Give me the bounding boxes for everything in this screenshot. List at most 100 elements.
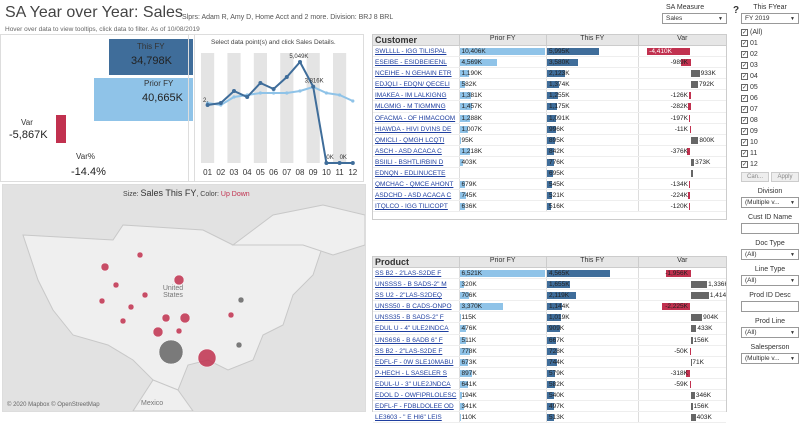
row-label[interactable]: EDNQN - EDLINUCETE bbox=[373, 168, 459, 178]
row-label[interactable]: MLGMIG - M TIGMMNG bbox=[373, 101, 459, 111]
series-point[interactable] bbox=[324, 161, 328, 165]
series-point[interactable] bbox=[325, 91, 328, 94]
row-label[interactable]: ASCH - ASD ACACA C bbox=[373, 146, 459, 156]
month-checkbox[interactable]: ✓12 bbox=[741, 159, 799, 170]
month-checkbox[interactable]: ✓09 bbox=[741, 126, 799, 137]
month-column[interactable] bbox=[254, 53, 267, 163]
salesperson-dropdown[interactable]: (Multiple v...▼ bbox=[741, 353, 799, 364]
measure-dropdown[interactable]: Sales▼ bbox=[662, 13, 727, 24]
month-column[interactable] bbox=[280, 53, 293, 163]
row-label[interactable]: UNSS35 - B SADS-2" F bbox=[373, 312, 459, 322]
row-label[interactable]: ASDCHD - ASD ACACA C bbox=[373, 190, 459, 200]
map-bubble[interactable] bbox=[101, 263, 109, 271]
prodid-input[interactable] bbox=[741, 301, 799, 312]
series-point[interactable] bbox=[285, 91, 288, 94]
series-point[interactable] bbox=[285, 75, 289, 79]
row-label[interactable]: QMCHAC - QMCE AHONT bbox=[373, 179, 459, 189]
series-point[interactable] bbox=[311, 85, 315, 89]
var-bar[interactable] bbox=[56, 115, 66, 143]
series-point[interactable] bbox=[351, 161, 355, 165]
month-checkbox[interactable]: ✓05 bbox=[741, 82, 799, 93]
row-label[interactable]: SS B2 - 2"LAS-S2DE F bbox=[373, 346, 459, 356]
row-label[interactable]: OFACMA - OF HIMACOOM bbox=[373, 113, 459, 123]
map-bubble[interactable] bbox=[162, 314, 170, 322]
doctype-dropdown[interactable]: (All)▼ bbox=[741, 249, 799, 260]
month-checkbox[interactable]: ✓07 bbox=[741, 104, 799, 115]
row-label[interactable]: NCEIHE - N GEHAIN ETR bbox=[373, 68, 459, 78]
map-bubble[interactable] bbox=[174, 275, 184, 285]
row-label[interactable]: QMICLI - QMGH LCQTI bbox=[373, 135, 459, 145]
map-bubble[interactable] bbox=[198, 349, 216, 367]
map-bubble[interactable] bbox=[137, 252, 143, 258]
series-point[interactable] bbox=[351, 99, 354, 102]
custid-input[interactable] bbox=[741, 223, 799, 234]
row-label[interactable]: EDFL-F - FDBLDOLEE OD bbox=[373, 401, 459, 411]
month-checkbox[interactable]: ✓10 bbox=[741, 137, 799, 148]
month-checkbox[interactable]: ✓06 bbox=[741, 93, 799, 104]
month-checkbox[interactable]: ✓11 bbox=[741, 148, 799, 159]
series-point[interactable] bbox=[338, 161, 342, 165]
row-label[interactable]: IMAKEA - IM LALKIGNG bbox=[373, 90, 459, 100]
series-point[interactable] bbox=[298, 60, 302, 64]
row-label[interactable]: ITQLCO - IGG TILICOPT bbox=[373, 201, 459, 211]
row-label[interactable]: EDUL-U - 3" ULE2JNDCA bbox=[373, 379, 459, 389]
row-label[interactable]: HIAWDA - HIVI DVINS DE bbox=[373, 124, 459, 134]
map-bubble[interactable] bbox=[153, 327, 163, 337]
row-label[interactable]: SWLLLL - IGG TILISPAL bbox=[373, 46, 459, 56]
map-bubble[interactable] bbox=[113, 282, 119, 288]
series-point[interactable] bbox=[338, 93, 341, 96]
row-label[interactable]: SS U2 - 2"LAS-S2DEQ bbox=[373, 290, 459, 300]
cancel-button[interactable]: Can... bbox=[741, 172, 769, 182]
month-checkbox[interactable]: ✓(All) bbox=[741, 27, 799, 38]
series-point[interactable] bbox=[298, 89, 301, 92]
row-label[interactable]: BSIILI - BSHTLIRBIN D bbox=[373, 157, 459, 167]
month-column[interactable] bbox=[227, 53, 240, 163]
map-bubble[interactable] bbox=[99, 298, 105, 304]
month-column[interactable] bbox=[333, 53, 346, 163]
month-checkbox[interactable]: ✓08 bbox=[741, 115, 799, 126]
month-checkbox[interactable]: ✓01 bbox=[741, 38, 799, 49]
row-label[interactable]: SS B2 - 2'LAS-S2DE F bbox=[373, 268, 459, 278]
year-dropdown[interactable]: FY 2019▼ bbox=[741, 13, 799, 24]
map-bubble[interactable] bbox=[238, 297, 244, 303]
apply-button[interactable]: Apply bbox=[771, 172, 799, 182]
row-label[interactable]: ESEIBE - ESIDBEIEENL bbox=[373, 57, 459, 67]
map-bubble[interactable] bbox=[180, 313, 190, 323]
map-bubble[interactable] bbox=[159, 340, 183, 364]
series-point[interactable] bbox=[232, 95, 235, 98]
row-label[interactable]: UNSSSS - B SADS-2" M bbox=[373, 279, 459, 289]
month-column[interactable] bbox=[201, 53, 214, 163]
help-icon[interactable]: ? bbox=[733, 5, 739, 16]
series-point[interactable] bbox=[245, 95, 249, 99]
series-point[interactable] bbox=[272, 91, 275, 94]
map-bubble[interactable] bbox=[120, 318, 126, 324]
month-checkbox[interactable]: ✓02 bbox=[741, 49, 799, 60]
series-point[interactable] bbox=[272, 87, 276, 91]
row-label[interactable]: EDOL D - OWFIPRLOLESC bbox=[373, 390, 459, 400]
map-bubble[interactable] bbox=[128, 304, 134, 310]
